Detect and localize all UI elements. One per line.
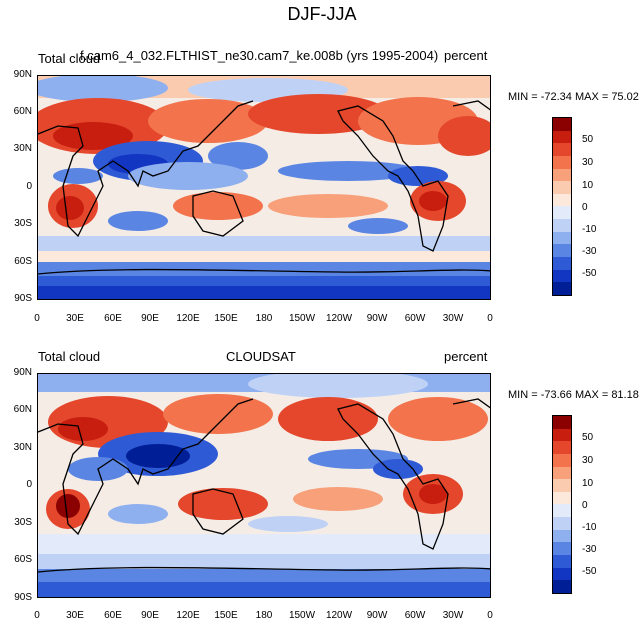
panel-bottom-left-label: Total cloud (38, 349, 101, 364)
colorbar-label: -30 (582, 544, 597, 555)
colorbar-swatch (553, 193, 571, 207)
lon-tick: 120E (176, 610, 200, 621)
lon-tick: 150E (214, 610, 238, 621)
colorbar-swatch (553, 269, 571, 283)
panel-top-right-label: percent (444, 48, 488, 63)
colorbar-swatch (553, 441, 571, 454)
panel-top-center-label: f.cam6_4_032.FLTHIST_ne30.cam7_ke.008b (… (80, 48, 439, 63)
colorbar-swatch (553, 555, 571, 568)
colorbar-swatch (553, 542, 571, 556)
colorbar-label: 50 (582, 432, 594, 443)
lat-tick: 60S (14, 554, 32, 565)
lon-tick: 60W (404, 610, 426, 621)
colorbar-swatch (553, 416, 571, 429)
colorbar-swatch (553, 168, 571, 182)
lat-tick: 60S (14, 256, 32, 267)
lon-tick: 30W (442, 313, 464, 324)
lon-tick: 60E (104, 313, 122, 324)
figure-title: DJF-JJA (287, 4, 357, 24)
lon-tick: 60W (404, 313, 426, 324)
colorbar-label: 10 (582, 180, 594, 191)
colorbar-label: 30 (582, 157, 594, 168)
lon-tick: 0 (487, 610, 493, 621)
colorbar-swatch (553, 118, 571, 131)
panel-bottom-minmax: MIN = -73.66 MAX = 81.18 (508, 389, 639, 401)
colorbar-swatch (553, 504, 571, 518)
colorbar-label: 30 (582, 455, 594, 466)
lat-tick: 0 (26, 479, 32, 490)
lon-tick: 60E (104, 610, 122, 621)
lat-tick: 60N (13, 404, 32, 415)
colorbar-swatch (553, 231, 571, 245)
colorbar-label: -10 (582, 224, 597, 235)
lon-tick: 150W (288, 610, 316, 621)
lon-tick: 150W (288, 313, 316, 324)
panel-top-minmax: MIN = -72.34 MAX = 75.02 (508, 91, 639, 103)
panel-top-map-svg (38, 76, 490, 299)
colorbar-label: 0 (582, 500, 588, 511)
panel-bottom-right-label: percent (444, 349, 488, 364)
panel-bottom-map-svg (38, 374, 490, 597)
lon-tick: 180 (255, 313, 273, 324)
colorbar-swatch (553, 282, 571, 295)
colorbar-label: -10 (582, 522, 597, 533)
colorbar-swatch (553, 181, 571, 194)
panel-bottom-center-label: CLOUDSAT (226, 349, 296, 364)
colorbar-swatch (553, 130, 571, 144)
colorbar-label: 10 (582, 478, 594, 489)
lon-tick: 90E (141, 610, 159, 621)
colorbar-swatch (553, 219, 571, 232)
colorbar-label: -30 (582, 246, 597, 257)
lat-tick: 90N (13, 367, 32, 378)
lon-tick: 180 (255, 610, 273, 621)
lon-tick: 120W (325, 610, 353, 621)
panel-bottom-colorbar (552, 415, 572, 594)
colorbar-swatch (553, 529, 571, 543)
colorbar-swatch (553, 580, 571, 593)
lon-tick: 120E (176, 313, 200, 324)
lat-tick: 90N (13, 69, 32, 80)
colorbar-label: 50 (582, 134, 594, 145)
colorbar-swatch (553, 143, 571, 156)
lon-tick: 30E (66, 313, 84, 324)
lat-tick: 30N (13, 143, 32, 154)
lon-tick: 30W (442, 610, 464, 621)
colorbar-label: -50 (582, 268, 597, 279)
panel-top-left-label: Total cloud (38, 51, 101, 66)
panel-top-colorbar (552, 117, 572, 296)
colorbar-swatch (553, 466, 571, 480)
colorbar-swatch (553, 244, 571, 258)
colorbar-swatch (553, 567, 571, 581)
lon-tick: 150E (214, 313, 238, 324)
lon-tick: 120W (325, 313, 353, 324)
lat-tick: 90S (14, 592, 32, 603)
lon-tick: 0 (34, 610, 40, 621)
colorbar-swatch (553, 428, 571, 442)
lon-tick: 0 (487, 313, 493, 324)
lon-tick: 30E (66, 610, 84, 621)
lon-tick: 90W (366, 610, 388, 621)
panel-top-map (37, 75, 491, 300)
lat-tick: 30S (14, 517, 32, 528)
colorbar-label: -50 (582, 566, 597, 577)
colorbar-swatch (553, 491, 571, 505)
lon-tick: 90E (141, 313, 159, 324)
colorbar-swatch (553, 517, 571, 530)
colorbar-swatch (553, 155, 571, 169)
lat-tick: 0 (26, 181, 32, 192)
lat-tick: 30N (13, 442, 32, 453)
colorbar-swatch (553, 479, 571, 492)
colorbar-swatch (553, 206, 571, 220)
colorbar-swatch (553, 453, 571, 467)
lon-tick: 90W (366, 313, 388, 324)
panel-bottom-map (37, 373, 491, 598)
lat-tick: 90S (14, 293, 32, 304)
lat-tick: 30S (14, 218, 32, 229)
colorbar-swatch (553, 257, 571, 270)
colorbar-label: 0 (582, 202, 588, 213)
lon-tick: 0 (34, 313, 40, 324)
lat-tick: 60N (13, 106, 32, 117)
